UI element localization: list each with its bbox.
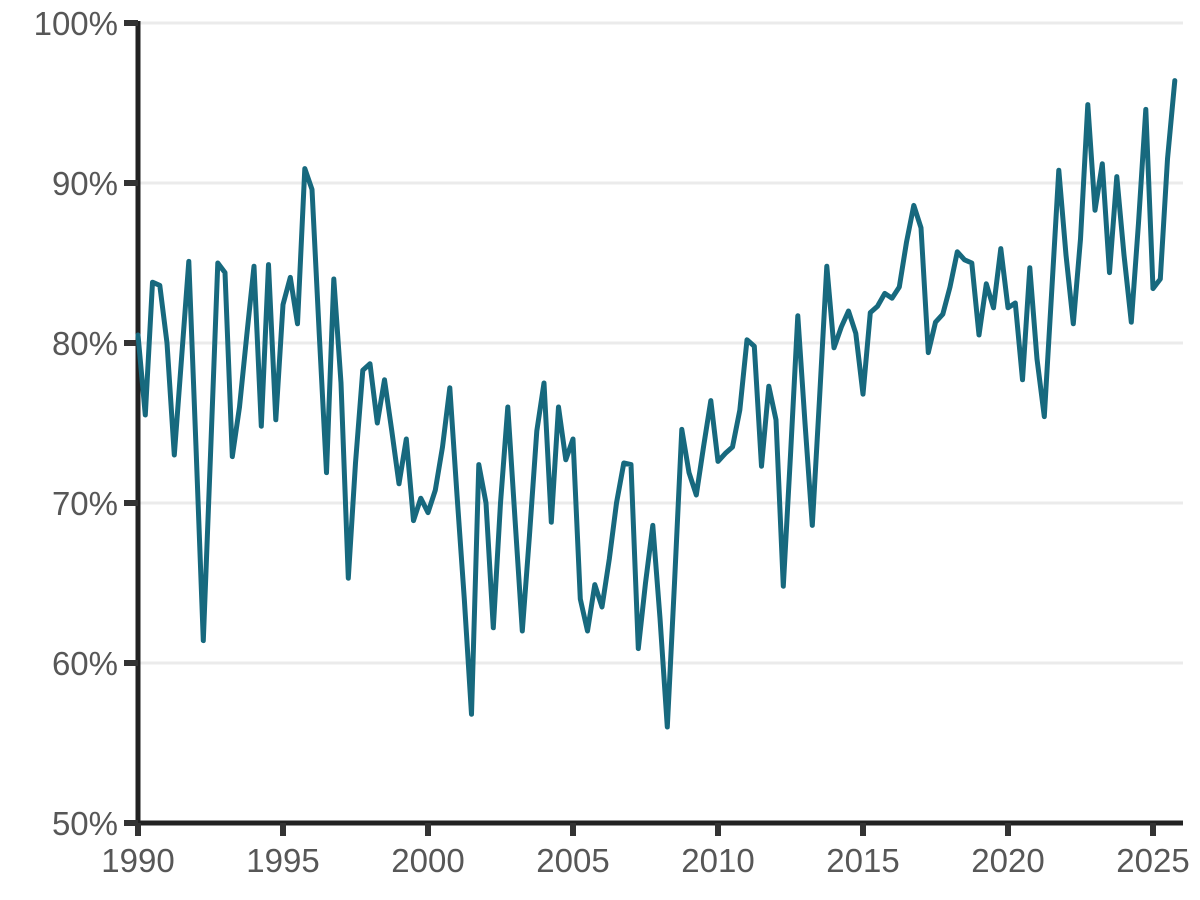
x-tick-label: 1995 xyxy=(246,842,319,879)
y-tick-label: 80% xyxy=(52,325,118,362)
x-tick-label: 2025 xyxy=(1116,842,1189,879)
x-tick-label: 2000 xyxy=(391,842,464,879)
x-tick-label: 1990 xyxy=(101,842,174,879)
x-tick-label: 2005 xyxy=(536,842,609,879)
x-tick-label: 2020 xyxy=(971,842,1044,879)
y-tick-label: 70% xyxy=(52,485,118,522)
axis-tick-labels: 50% 60% 70% 80% 90% 100% 1990 1995 2000 2005 2010 2… xyxy=(34,5,1190,879)
y-tick-label: 90% xyxy=(52,165,118,202)
x-tick-label: 2015 xyxy=(826,842,899,879)
x-tick-label: 2010 xyxy=(681,842,754,879)
axis-ticks xyxy=(124,20,1156,836)
y-tick-label: 100% xyxy=(34,5,118,42)
data-series-line xyxy=(135,78,1178,730)
y-tick-label: 60% xyxy=(52,645,118,682)
y-tick-label: 50% xyxy=(52,805,118,842)
axes xyxy=(135,21,1183,826)
